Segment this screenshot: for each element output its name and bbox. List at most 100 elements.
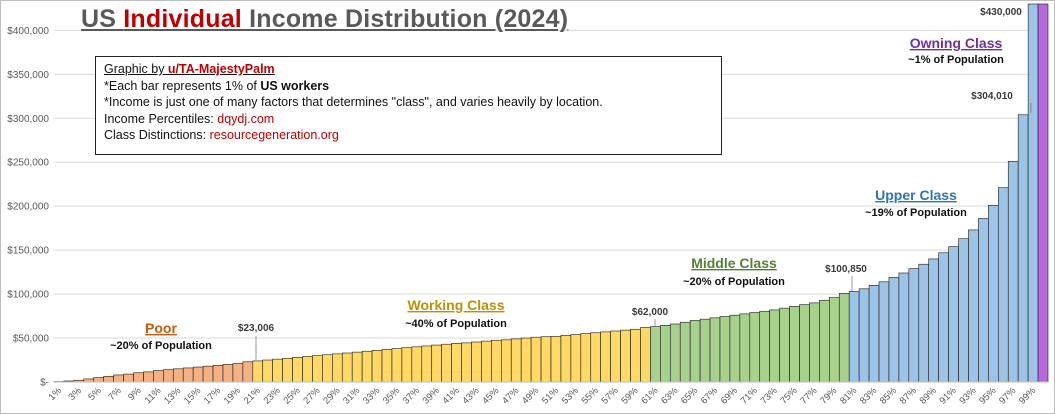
bar xyxy=(481,340,492,383)
x-tick-label: 11% xyxy=(143,385,164,406)
bar xyxy=(560,335,572,383)
bar xyxy=(103,375,114,383)
bar xyxy=(212,364,224,383)
bar xyxy=(709,317,721,383)
bar xyxy=(838,293,850,383)
bar xyxy=(729,314,741,383)
x-tick-label: 49% xyxy=(520,385,542,407)
bar xyxy=(570,334,582,383)
x-tick-label: 13% xyxy=(162,385,184,407)
x-tick-label: 21% xyxy=(242,385,264,407)
bar xyxy=(1017,114,1029,383)
bar xyxy=(978,218,989,383)
bar xyxy=(1007,161,1019,383)
y-tick-label: $- xyxy=(40,378,49,389)
bar xyxy=(113,374,124,383)
x-tick-label: 19% xyxy=(222,385,244,407)
bar xyxy=(540,336,552,383)
x-tick-label: 73% xyxy=(759,385,781,407)
bar xyxy=(172,368,184,383)
bar xyxy=(620,329,631,383)
bar xyxy=(461,342,472,383)
x-tick-label: 35% xyxy=(381,385,403,407)
bar xyxy=(640,327,651,383)
class-population: ~40% of Population xyxy=(405,318,507,330)
x-tick-label: 83% xyxy=(858,385,880,407)
bar xyxy=(451,343,462,383)
bar xyxy=(232,363,244,383)
class-distinctions-link[interactable]: resourcegeneration.org xyxy=(209,128,339,142)
bar xyxy=(401,347,413,383)
bar xyxy=(381,349,393,383)
bar xyxy=(441,343,452,383)
x-tick-label: 27% xyxy=(301,385,323,407)
bar xyxy=(918,263,930,383)
bar xyxy=(809,302,820,383)
bar xyxy=(93,377,105,383)
x-tick-label: 81% xyxy=(838,385,860,407)
bar xyxy=(1027,3,1039,383)
x-tick-label: 47% xyxy=(500,385,522,407)
bar xyxy=(262,359,273,383)
bar xyxy=(182,367,194,383)
bar xyxy=(282,357,293,383)
note-each-bar: *Each bar represents 1% of US workers xyxy=(104,78,330,93)
y-tick-label: $200,000 xyxy=(7,202,49,213)
x-tick-label: 51% xyxy=(540,385,562,407)
bar xyxy=(520,337,532,383)
bar xyxy=(550,335,562,383)
class-population: ~1% of Population xyxy=(908,54,1004,66)
bar xyxy=(202,365,214,383)
bar xyxy=(868,285,880,383)
class-label: Poor xyxy=(145,320,177,336)
bar xyxy=(660,324,671,383)
note-income-factor: *Income is just one of many factors that… xyxy=(104,95,603,109)
x-tick-label: 61% xyxy=(639,385,661,407)
bar xyxy=(252,360,264,383)
bar xyxy=(143,371,154,383)
bar xyxy=(471,341,482,383)
bar xyxy=(411,346,423,383)
x-tick-label: 37% xyxy=(401,385,423,407)
bar xyxy=(858,288,870,383)
x-tick-label: 87% xyxy=(898,385,920,407)
bar xyxy=(968,229,979,383)
x-tick-label: 95% xyxy=(977,385,999,407)
notes-box: Graphic by u/TA-MajestyPalm *Each bar re… xyxy=(95,56,722,155)
bar xyxy=(908,268,920,383)
bar xyxy=(500,339,512,383)
x-tick-label: 99% xyxy=(1017,385,1039,407)
class-population: ~19% of Population xyxy=(865,207,967,219)
y-tick-label: $250,000 xyxy=(7,158,49,169)
x-tick-label: 69% xyxy=(719,385,741,407)
bar xyxy=(192,366,204,383)
x-tick-label: 31% xyxy=(341,385,363,407)
class-label: Working Class xyxy=(408,297,505,313)
x-tick-label: 57% xyxy=(600,385,622,407)
bar xyxy=(222,364,234,383)
bar xyxy=(829,297,840,383)
percentiles-link[interactable]: dqydj.com xyxy=(217,111,275,126)
class-population: ~20% of Population xyxy=(110,340,212,352)
bar xyxy=(580,333,592,383)
credit-line: Graphic by u/TA-MajestyPalm xyxy=(104,62,275,76)
bar xyxy=(958,238,969,383)
title-highlight: Individual xyxy=(123,5,242,33)
bar xyxy=(312,355,323,383)
x-tick-label: 75% xyxy=(778,385,800,407)
bar xyxy=(689,320,701,383)
bar xyxy=(391,348,403,383)
bar xyxy=(779,307,790,383)
y-tick-label: $350,000 xyxy=(7,70,49,81)
bar xyxy=(123,373,134,383)
value-annotation: $62,000 xyxy=(632,307,669,318)
bar xyxy=(948,246,959,383)
value-annotation: $23,006 xyxy=(238,323,275,334)
y-tick-label: $400,000 xyxy=(7,26,49,37)
value-annotation: $100,850 xyxy=(825,264,867,275)
bar xyxy=(878,281,890,383)
chart-title: US Individual Income Distribution (2024) xyxy=(81,5,569,33)
credit-user-link[interactable]: u/TA-MajestyPalm xyxy=(167,62,275,76)
y-tick-label: $50,000 xyxy=(13,334,50,345)
